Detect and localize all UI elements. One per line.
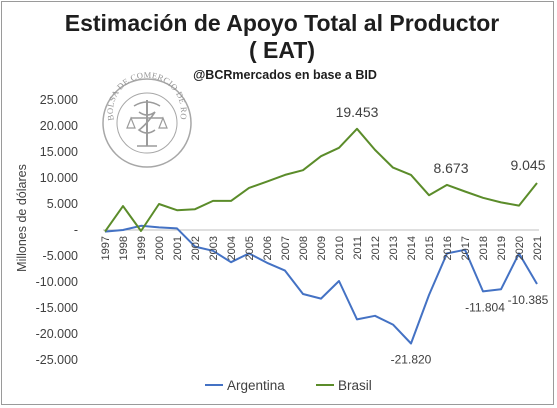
- series-line-brasil: [104, 127, 538, 233]
- x-tick-label: 2008: [298, 236, 310, 260]
- x-tick-label: 2020: [514, 236, 526, 260]
- y-axis-label: Millones de dólares: [15, 164, 29, 272]
- y-tick-label: -5.000: [43, 249, 78, 263]
- x-tick-label: 1997: [100, 236, 112, 260]
- y-tick-label: -20.000: [36, 327, 78, 341]
- chart-title-line2: ( EAT): [249, 37, 315, 63]
- x-tick-label: 2000: [154, 236, 166, 260]
- legend-label-brasil: Brasil: [338, 378, 372, 393]
- x-tick-label: 2004: [226, 236, 238, 260]
- y-tick-label: -10.000: [36, 275, 78, 289]
- x-tick-label: 1998: [118, 236, 130, 260]
- data-label: -10.385: [508, 293, 549, 307]
- y-tick-label: 15.000: [40, 145, 78, 159]
- x-tick-label: 2007: [280, 236, 292, 260]
- y-tick-label: -: [74, 223, 78, 237]
- x-tick-label: 2001: [172, 236, 184, 260]
- x-tick-label: 2021: [532, 236, 544, 260]
- x-tick-label: 2017: [460, 236, 472, 260]
- x-tick-label: 2010: [334, 236, 346, 260]
- legend-label-argentina: Argentina: [227, 378, 285, 393]
- y-tick-label: 10.000: [40, 171, 78, 185]
- chart-title-line1: Estimación de Apoyo Total al Productor: [65, 10, 500, 36]
- x-tick-label: 2013: [388, 236, 400, 260]
- y-tick-label: 5.000: [47, 197, 78, 211]
- x-tick-label: 2011: [352, 236, 364, 260]
- x-tick-label: 2005: [244, 236, 256, 260]
- y-tick-label: -25.000: [36, 353, 78, 367]
- data-label: 9.045: [510, 157, 545, 173]
- chart-subtitle: @BCRmercados en base a BID: [193, 68, 377, 82]
- x-tick-label: 2003: [208, 236, 220, 260]
- y-tick-label: 25.000: [40, 93, 78, 107]
- x-tick-label: 1999: [136, 236, 148, 260]
- data-label: -21.820: [391, 352, 432, 366]
- x-tick-label: 2019: [496, 236, 508, 260]
- data-label: 8.673: [433, 160, 468, 176]
- x-tick-label: 2006: [262, 236, 274, 260]
- x-tick-label: 2002: [190, 236, 202, 260]
- x-tick-label: 2012: [370, 236, 382, 260]
- x-tick-label: 2014: [406, 236, 418, 260]
- x-tick-label: 2018: [478, 236, 490, 260]
- y-tick-label: 20.000: [40, 119, 78, 133]
- x-tick-label: 2016: [442, 236, 454, 260]
- y-tick-label: -15.000: [36, 301, 78, 315]
- x-tick-label: 2009: [316, 236, 328, 260]
- data-label: -11.804: [465, 300, 505, 314]
- data-label: 19.453: [336, 104, 379, 120]
- x-tick-label: 2015: [424, 236, 436, 260]
- series-line-argentina: [104, 224, 538, 345]
